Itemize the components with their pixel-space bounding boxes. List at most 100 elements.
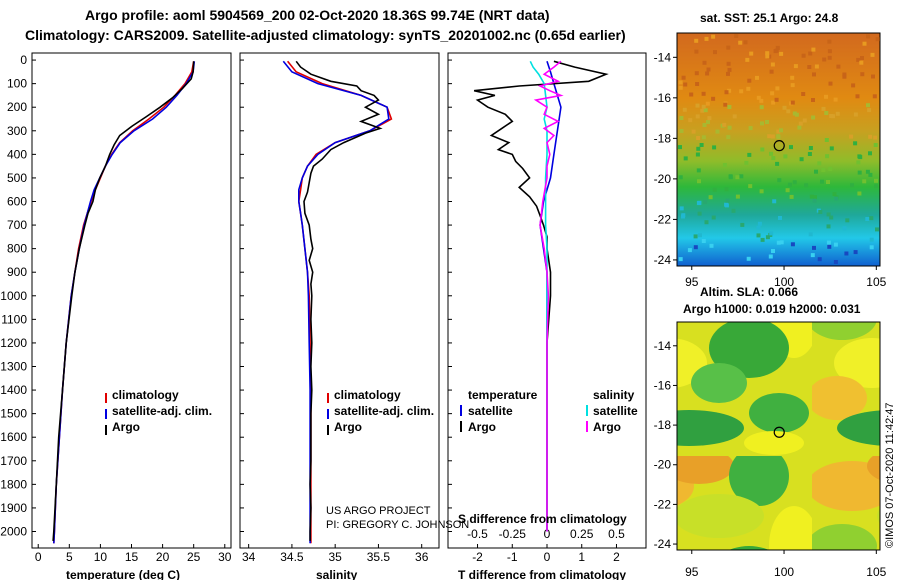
sst-pixel [810, 253, 815, 258]
depth-tick-label: 1000 [0, 289, 27, 303]
sst-pixel [818, 210, 823, 214]
difference-legend: temperature salinity satellite Argo sate… [460, 388, 638, 434]
depth-tick-label: 800 [7, 242, 27, 256]
sst-pixel [872, 94, 877, 99]
sst-pixel [857, 170, 862, 175]
sst-pixel [865, 217, 870, 221]
sst-pixel [820, 179, 824, 184]
sst-pixel [869, 237, 874, 242]
sst-pixel [767, 134, 772, 139]
sst-pixel [812, 245, 816, 250]
sst-pixel [836, 64, 841, 69]
sst-pixel [842, 74, 847, 79]
depth-tick-label: 1400 [0, 383, 27, 397]
sst-pixel [842, 72, 847, 77]
sst-pixel [850, 183, 854, 188]
depth-axis: 0 100 200 300 400 500 600 700 800 900 1000 1100 1200… [0, 53, 452, 539]
sst-map-texture [678, 34, 880, 264]
sst-pixel [683, 156, 688, 161]
depth-tick-label: 0 [20, 53, 27, 67]
sst-pixel [835, 111, 840, 116]
sst-pixel [785, 188, 790, 193]
sst-pixel [834, 196, 839, 201]
sst-pixel [857, 191, 862, 196]
sst-pixel [769, 231, 774, 236]
sst-pixel [748, 184, 753, 189]
imos-stamp: ©IMOS 07-Oct-2020 11:42:47 [884, 403, 896, 548]
sst-pixel [774, 97, 779, 102]
sst-pixel [759, 189, 764, 194]
sst-pixel [765, 235, 770, 240]
salinity-xlabel: salinity [316, 568, 358, 580]
sst-pixel [790, 100, 795, 105]
sst-pixel [817, 161, 822, 166]
sst-pixel [724, 202, 729, 207]
sst-pixel [738, 40, 743, 45]
sst-pixel [826, 212, 831, 217]
sst-pixel [778, 216, 782, 220]
sst-pixel [821, 106, 826, 111]
sst-pixel [798, 121, 803, 126]
sst-pixel [705, 71, 710, 76]
sst-pixel [681, 75, 686, 80]
sla-map-subtitle: Argo h1000: 0.019 h2000: 0.031 [683, 302, 861, 316]
map-x-tick-label: 105 [866, 565, 886, 579]
sst-pixel [712, 145, 717, 150]
sst-pixel [801, 92, 806, 96]
sst-pixel [701, 239, 706, 243]
x-tick-label: -1 [507, 550, 518, 564]
temperature-xlabel: temperature (deg C) [66, 568, 180, 580]
sst-pixel [693, 234, 698, 239]
sst-pixel [832, 192, 837, 196]
sst-pixel [790, 75, 795, 80]
x-tick-label: 15 [125, 550, 139, 564]
x-tick-label: 36 [415, 550, 429, 564]
salinity-legend: climatology satellite-adj. clim. Argo [327, 388, 434, 435]
sst-pixel [811, 115, 816, 120]
sst-pixel [682, 107, 687, 112]
depth-tick-label: 600 [7, 195, 27, 209]
series-t-argo [473, 60, 609, 532]
x-tick-label: 35.5 [367, 550, 391, 564]
difference-xlabel-2: S difference from climatology [458, 512, 627, 526]
sst-pixel [765, 120, 769, 124]
sst-pixel [814, 169, 818, 174]
sst-pixel [740, 222, 745, 227]
sla-map-title: Altim. SLA: 0.066 [700, 285, 798, 299]
sst-pixel [701, 104, 706, 109]
legend-label-t-satellite: satellite [468, 404, 513, 418]
sst-pixel [827, 49, 832, 54]
sst-pixel [769, 151, 774, 156]
sst-pixel [769, 69, 774, 74]
sst-pixel [860, 56, 864, 60]
series-satellite-adj-clim- [53, 61, 196, 544]
sst-pixel [703, 108, 708, 113]
legend-label-argo: Argo [334, 420, 362, 434]
sst-pixel [789, 194, 794, 199]
title-line-2: Climatology: CARS2009. Satellite-adjuste… [25, 27, 626, 43]
x-tick-label: 20 [156, 550, 170, 564]
sst-pixel [874, 184, 879, 189]
sst-pixel [777, 178, 782, 183]
map-y-tick-label: -22 [654, 212, 672, 226]
series-climatology [53, 61, 195, 544]
sst-pixel [712, 187, 717, 192]
depth-tick-label: 100 [7, 77, 27, 91]
sst-pixel [845, 218, 850, 223]
sst-pixel [862, 41, 867, 46]
sst-pixel [851, 83, 856, 88]
map-y-tick-label: -18 [654, 418, 672, 432]
sst-pixel [756, 95, 761, 100]
map-y-tick-label: -20 [654, 172, 672, 186]
sst-pixel [735, 175, 740, 180]
sst-pixel [811, 98, 815, 102]
sst-pixel [826, 240, 831, 245]
sst-pixel [722, 122, 727, 127]
x-tick-label: 2 [613, 550, 620, 564]
sst-pixel [833, 260, 838, 264]
sst-pixel [746, 256, 751, 261]
sst-pixel [822, 57, 827, 62]
sst-pixel [873, 135, 878, 140]
sst-pixel [868, 151, 872, 156]
depth-tick-label: 1700 [0, 454, 27, 468]
